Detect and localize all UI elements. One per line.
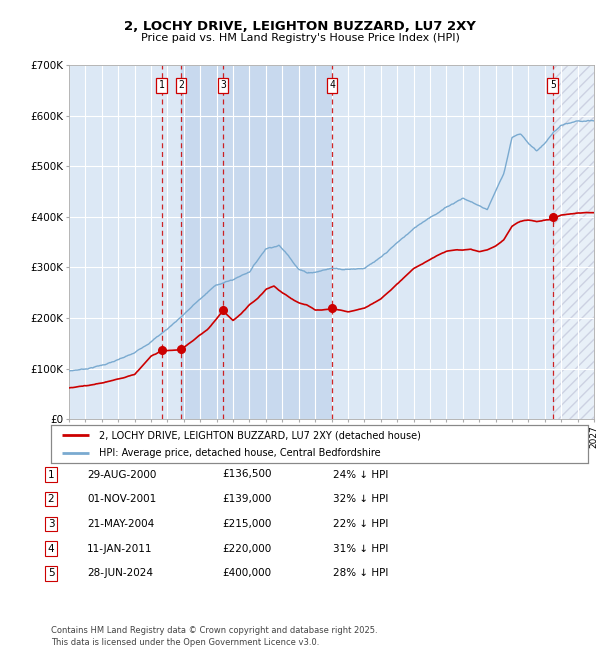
Text: 28% ↓ HPI: 28% ↓ HPI [333, 568, 388, 578]
Text: 3: 3 [220, 80, 226, 90]
Text: £220,000: £220,000 [222, 543, 271, 554]
Text: 4: 4 [329, 80, 335, 90]
Text: 2: 2 [178, 80, 184, 90]
Text: 1: 1 [159, 80, 165, 90]
Text: £139,000: £139,000 [222, 494, 271, 504]
Text: 5: 5 [47, 568, 55, 578]
Text: 24% ↓ HPI: 24% ↓ HPI [333, 469, 388, 480]
Bar [553, 65, 594, 419]
Text: 2, LOCHY DRIVE, LEIGHTON BUZZARD, LU7 2XY (detached house): 2, LOCHY DRIVE, LEIGHTON BUZZARD, LU7 2X… [100, 430, 421, 440]
Text: 4: 4 [47, 543, 55, 554]
Text: 22% ↓ HPI: 22% ↓ HPI [333, 519, 388, 529]
Text: Price paid vs. HM Land Registry's House Price Index (HPI): Price paid vs. HM Land Registry's House … [140, 32, 460, 43]
Text: HPI: Average price, detached house, Central Bedfordshire: HPI: Average price, detached house, Cent… [100, 448, 381, 458]
Text: 31% ↓ HPI: 31% ↓ HPI [333, 543, 388, 554]
Text: £136,500: £136,500 [222, 469, 271, 480]
Text: 2: 2 [47, 494, 55, 504]
Text: £400,000: £400,000 [222, 568, 271, 578]
Text: 5: 5 [550, 80, 556, 90]
Text: 11-JAN-2011: 11-JAN-2011 [87, 543, 152, 554]
Bar [181, 65, 332, 419]
Text: 1: 1 [47, 469, 55, 480]
Text: Contains HM Land Registry data © Crown copyright and database right 2025.
This d: Contains HM Land Registry data © Crown c… [51, 626, 377, 647]
Text: 2, LOCHY DRIVE, LEIGHTON BUZZARD, LU7 2XY: 2, LOCHY DRIVE, LEIGHTON BUZZARD, LU7 2X… [124, 20, 476, 32]
Text: 01-NOV-2001: 01-NOV-2001 [87, 494, 156, 504]
Text: 3: 3 [47, 519, 55, 529]
Text: 21-MAY-2004: 21-MAY-2004 [87, 519, 154, 529]
Text: 28-JUN-2024: 28-JUN-2024 [87, 568, 153, 578]
Text: 32% ↓ HPI: 32% ↓ HPI [333, 494, 388, 504]
Text: 29-AUG-2000: 29-AUG-2000 [87, 469, 157, 480]
Text: £215,000: £215,000 [222, 519, 271, 529]
